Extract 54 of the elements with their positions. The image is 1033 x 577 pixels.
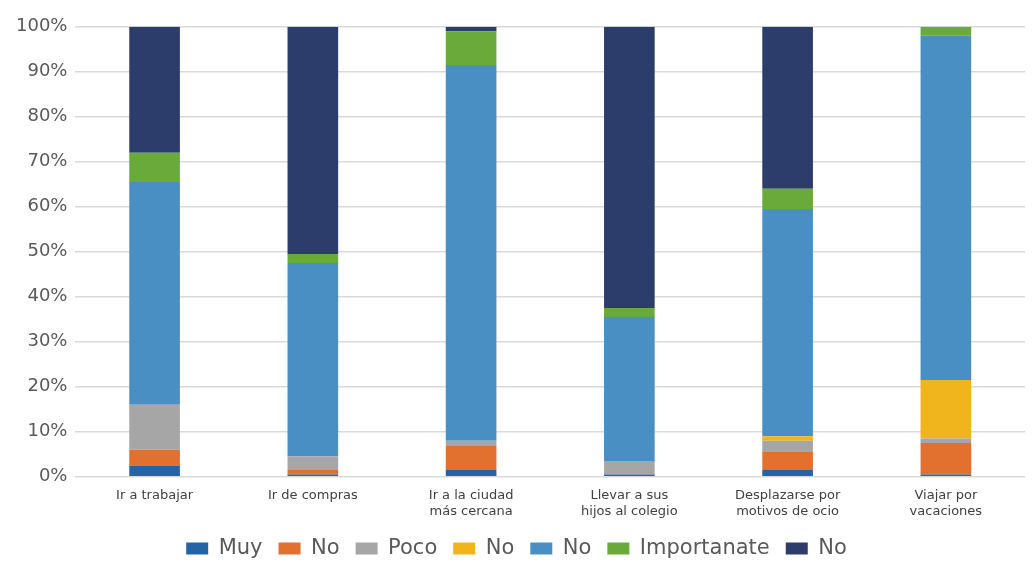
bar bbox=[762, 470, 813, 477]
bar bbox=[762, 436, 813, 441]
legend-label: Poco bbox=[388, 534, 438, 559]
y-tick-label: 70% bbox=[27, 149, 68, 171]
bar bbox=[129, 26, 180, 153]
y-tick-label: 20% bbox=[27, 374, 68, 396]
bar bbox=[762, 440, 813, 453]
bar bbox=[920, 35, 972, 381]
bar bbox=[920, 380, 972, 439]
y-tick-label: 60% bbox=[27, 194, 68, 216]
bar bbox=[287, 263, 339, 457]
x-tick-label: Ir de compras bbox=[267, 486, 358, 502]
legend-label: Muy bbox=[218, 534, 263, 559]
y-tick-label: 30% bbox=[27, 329, 68, 351]
bar bbox=[445, 31, 497, 66]
x-tick-label: Desplazarse por motivos de ocio bbox=[735, 486, 841, 518]
bar bbox=[604, 461, 655, 475]
bar bbox=[287, 470, 339, 475]
x-tick-label: Ir a trabajar bbox=[116, 486, 194, 502]
bar bbox=[445, 470, 497, 477]
legend-label: No bbox=[485, 534, 515, 559]
bar bbox=[604, 308, 655, 318]
y-tick-label: 40% bbox=[27, 284, 68, 306]
bar bbox=[129, 404, 180, 450]
y-tick-label: 10% bbox=[27, 419, 68, 441]
y-tick-label: 90% bbox=[27, 59, 68, 81]
bar bbox=[920, 443, 972, 475]
bar bbox=[762, 452, 813, 471]
x-tick-label: Llevar a sus hijos al colegio bbox=[581, 486, 678, 518]
bar bbox=[762, 209, 813, 437]
legend-label: No bbox=[562, 534, 592, 559]
bar bbox=[287, 254, 339, 264]
legend-label: Importanate bbox=[639, 534, 770, 559]
bar bbox=[129, 465, 180, 477]
bar bbox=[604, 26, 655, 309]
bar bbox=[129, 152, 180, 183]
bar bbox=[287, 456, 339, 471]
y-tick-label: 50% bbox=[27, 239, 68, 261]
bar bbox=[762, 188, 813, 210]
bar bbox=[445, 445, 497, 471]
bar bbox=[445, 65, 497, 441]
y-tick-label: 0% bbox=[38, 464, 68, 486]
bar bbox=[762, 26, 813, 189]
bar bbox=[604, 317, 655, 462]
x-tick-label: Ir a la ciudad más cercana bbox=[428, 486, 514, 518]
bar bbox=[920, 26, 972, 36]
y-tick-label: 80% bbox=[27, 104, 68, 126]
x-tick-label: Viajar por vacaciones bbox=[909, 486, 983, 518]
bar bbox=[129, 449, 180, 466]
legend-label: No bbox=[311, 534, 340, 559]
y-tick-label: 100% bbox=[15, 14, 68, 36]
bar bbox=[287, 26, 339, 255]
legend-label: No bbox=[818, 534, 847, 559]
bar bbox=[129, 182, 180, 405]
